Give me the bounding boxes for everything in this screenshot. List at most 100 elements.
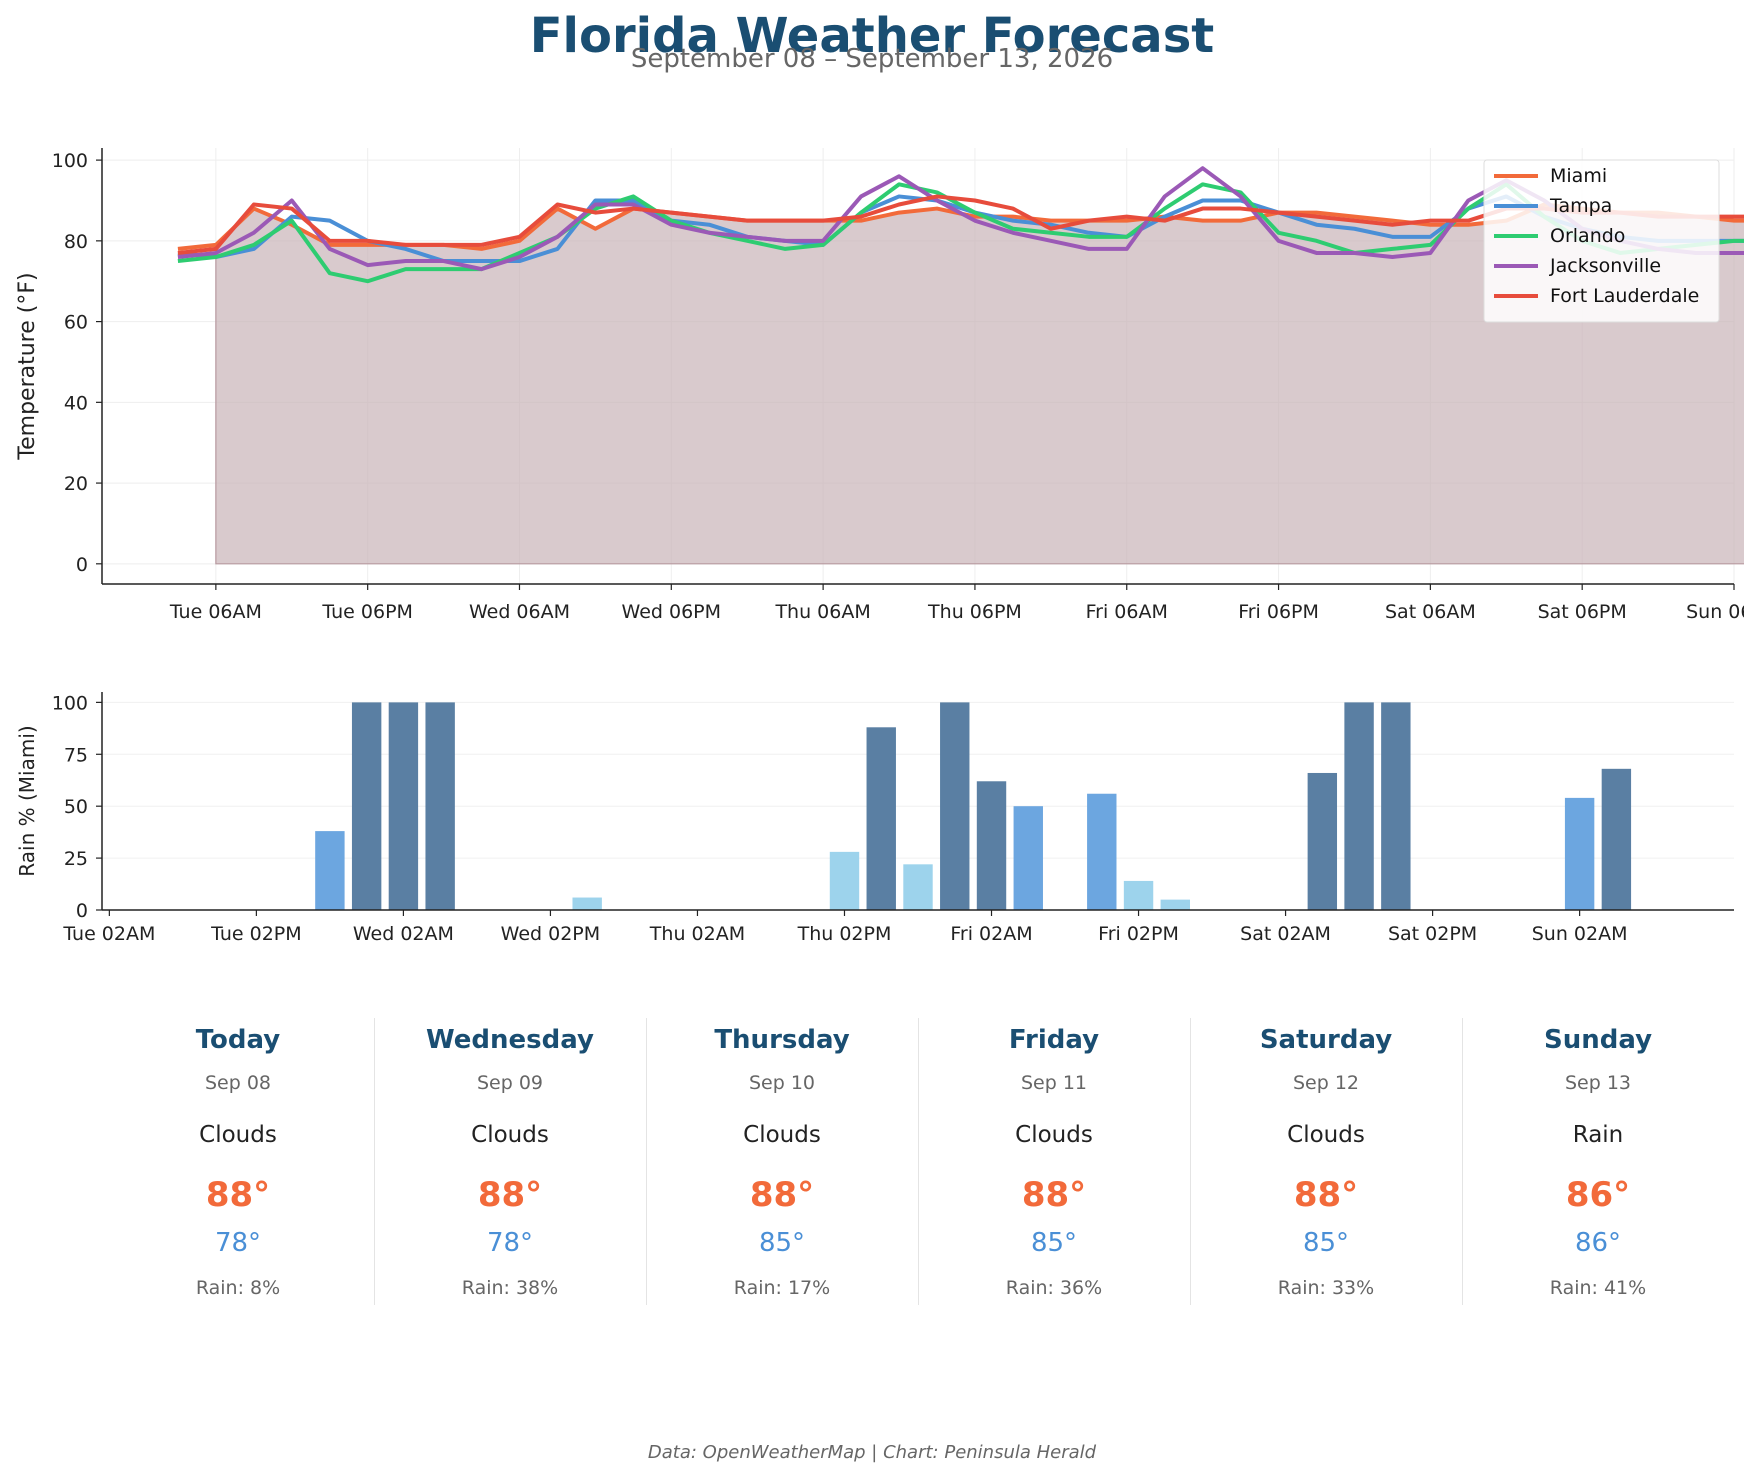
x-tick-label: Wed 02PM [501,923,601,945]
forecast-rain: Rain: 41% [1549,1277,1647,1299]
forecast-divider [374,1018,375,1305]
rain-bar [940,702,970,910]
rain-bar [1564,797,1595,910]
forecast-date: Sep 12 [1292,1072,1360,1094]
x-tick-label: Sat 02AM [1240,923,1331,945]
x-tick-label: Fri 06PM [1238,601,1319,623]
forecast-low: 78° [486,1228,534,1258]
forecast-day: Today [195,1025,281,1055]
forecast-rain: Rain: 38% [461,1277,559,1299]
y-tick-label: 75 [64,744,88,766]
chart-title: Florida Weather Forecast [529,8,1215,64]
forecast-divider [646,1018,647,1305]
x-tick-label: Wed 06AM [469,601,570,623]
forecast-rain: Rain: 33% [1277,1277,1375,1299]
x-tick-label: Wed 06PM [622,601,722,623]
x-tick-label: Fri 02PM [1098,923,1179,945]
y-tick-label: 100 [52,150,88,172]
chart-subtitle: September 08 – September 13, 2026 [630,44,1114,74]
forecast-date: Sep 10 [748,1072,816,1094]
x-tick-label: Thu 02AM [649,923,745,945]
forecast-condition: Clouds [199,1122,277,1148]
forecast-day: Sunday [1543,1025,1653,1055]
rain-bar [315,831,345,910]
rain-bar [1344,702,1374,910]
forecast-day: Saturday [1259,1025,1393,1055]
rain-bar [1087,793,1117,910]
forecast-high: 88° [1021,1175,1087,1215]
forecast-high: 88° [749,1175,815,1215]
y-tick-label: 40 [64,392,88,414]
forecast-high: 88° [477,1175,543,1215]
rain-bar [1601,768,1632,910]
y-tick-label: 50 [64,796,88,818]
forecast-divider [1462,1018,1463,1305]
x-tick-label: Thu 02PM [797,923,892,945]
forecast-date: Sep 11 [1020,1072,1088,1094]
forecast-low: 85° [758,1228,806,1258]
legend-label: Jacksonville [1549,255,1661,277]
x-tick-label: Tue 06AM [169,601,262,623]
forecast-divider [1190,1018,1191,1305]
rain-bar [1123,880,1154,910]
y-axis-label: Temperature (°F) [15,272,40,460]
y-axis-label: Rain % (Miami) [15,725,39,876]
legend-box [1483,159,1720,323]
x-tick-label: Tue 06PM [321,601,413,623]
forecast-condition: Clouds [1015,1122,1093,1148]
rain-bar [866,727,896,910]
x-tick-label: Thu 06PM [927,601,1022,623]
legend-label: Miami [1550,165,1607,187]
legend-label: Tampa [1549,195,1612,217]
x-tick-label: Fri 02AM [950,923,1032,945]
forecast-low: 85° [1302,1228,1350,1258]
y-tick-label: 100 [52,692,88,714]
forecast-card-saturday: Saturday Sep 12 Clouds 88° 85° Rain: 33% [1190,1015,1462,1305]
forecast-low: 85° [1030,1228,1078,1258]
forecast-rain: Rain: 36% [1005,1277,1103,1299]
forecast-day: Thursday [714,1025,850,1055]
x-tick-label: Thu 06AM [774,601,870,623]
forecast-date: Sep 13 [1564,1072,1632,1094]
forecast-card-friday: Friday Sep 11 Clouds 88° 85° Rain: 36% [918,1015,1190,1305]
forecast-high: 88° [1293,1175,1359,1215]
y-tick-label: 20 [64,473,88,495]
x-tick-label: Fri 06AM [1086,601,1168,623]
forecast-date: Sep 08 [204,1072,272,1094]
forecast-low: 78° [214,1228,262,1258]
forecast-card-thursday: Thursday Sep 10 Clouds 88° 85° Rain: 17% [646,1015,918,1305]
rain-bar [1013,806,1043,910]
x-tick-label: Sat 06PM [1538,601,1627,623]
x-tick-label: Sat 06AM [1385,601,1476,623]
forecast-condition: Clouds [1287,1122,1365,1148]
rain-chart: 0 25 50 75 100 Tue 02AM Tue 02PM Wed 02AM Wed 02… [15,692,1734,945]
temperature-chart: 0 20 40 60 80 100 Tue 06AM Tue 06PM Wed 06AM Wed … [15,148,1744,623]
forecast-condition: Clouds [743,1122,821,1148]
rain-bar [351,702,382,910]
y-tick-label: 25 [64,848,88,870]
y-tick-label: 0 [76,900,88,922]
forecast-condition: Rain [1572,1122,1624,1148]
rain-bar [829,851,860,910]
forecast-condition: Clouds [471,1122,549,1148]
forecast-day: Friday [1008,1025,1100,1055]
legend-label: Fort Lauderdale [1550,285,1699,307]
x-tick-label: Wed 02AM [353,923,454,945]
rain-bar [1307,772,1338,910]
x-tick-label: Sat 02PM [1388,923,1477,945]
y-tick-label: 60 [64,312,88,334]
y-tick-label: 80 [64,231,88,253]
rain-bar [425,702,455,910]
forecast-high: 88° [205,1175,271,1215]
forecast-rain: Rain: 17% [733,1277,831,1299]
forecast-high: 86° [1565,1175,1631,1215]
x-tick-label: Tue 02PM [210,923,302,945]
source-credit: Data: OpenWeatherMap | Chart: Peninsula … [647,1442,1097,1463]
forecast-card-today: Today Sep 08 Clouds 88° 78° Rain: 8% [102,1015,374,1305]
forecast-low: 86° [1574,1228,1622,1258]
rain-bar [976,781,1007,910]
forecast-rain: Rain: 8% [195,1277,281,1299]
rain-bar [572,897,602,910]
forecast-card-wednesday: Wednesday Sep 09 Clouds 88° 78° Rain: 38… [374,1015,646,1305]
x-tick-label: Sun 02AM [1532,923,1628,945]
